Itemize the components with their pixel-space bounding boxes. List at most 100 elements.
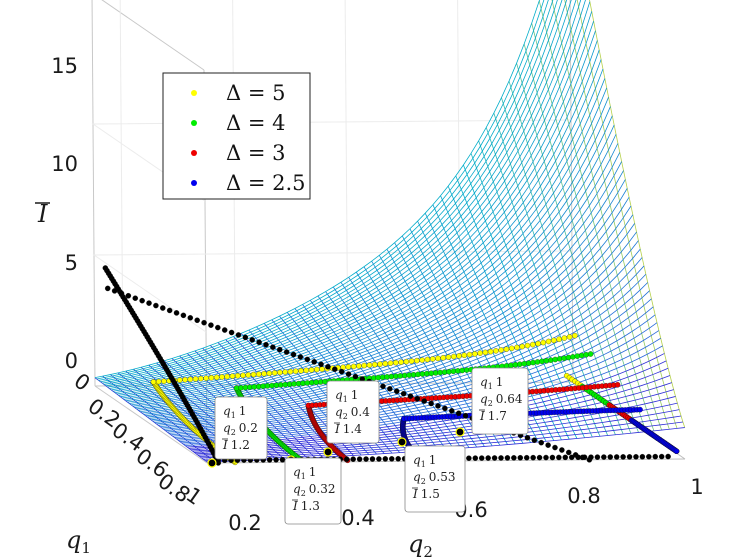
data-tip-row: q1 1 [293, 465, 316, 481]
legend-marker [191, 120, 197, 126]
delta-curve-1 [466, 351, 473, 358]
mesh-line [131, 87, 608, 406]
boundary-curve [639, 453, 646, 460]
boundary-curve [652, 453, 659, 460]
delta-curve-1 [150, 379, 157, 385]
mesh-line [201, 409, 680, 459]
boundary-curve [132, 295, 139, 301]
x-tick-label: 1 [690, 475, 703, 499]
boundary-curve [104, 285, 111, 292]
data-tip-row: q2 0.32 [293, 482, 336, 498]
boundary-curve [435, 403, 441, 409]
delta-curve-4 [637, 406, 643, 413]
boundary-curve [235, 332, 242, 338]
boundary-curve [504, 455, 511, 461]
boundary-curve [187, 315, 194, 321]
data-tip-row: q1 1 [413, 453, 436, 469]
boundary-curve [620, 454, 626, 460]
mesh-line [551, 0, 663, 431]
z-tick-label: 10 [51, 152, 78, 176]
boundary-curve [543, 454, 549, 461]
axes-box-edge [94, 385, 208, 464]
boundary-curve [517, 455, 524, 461]
mesh-line [127, 68, 604, 403]
data-tip-box [326, 380, 380, 444]
boundary-curve [350, 456, 356, 462]
boundary-curve [387, 386, 393, 392]
boundary-curve [498, 455, 504, 461]
data-tip: q1 1q2 0.64I 1.7 [455, 367, 529, 437]
boundary-curve [345, 371, 352, 377]
boundary-curve [400, 390, 407, 397]
delta-curve-1 [451, 353, 457, 360]
grid-line [344, 0, 349, 384]
delta-curve-1 [250, 371, 257, 378]
delta-curve-3 [614, 382, 621, 388]
boundary-curve [568, 454, 575, 461]
delta-curve-1 [361, 362, 367, 369]
data-tip-marker [455, 427, 465, 437]
boundary-curve [228, 329, 235, 336]
data-tip-row: q2 0.64 [480, 392, 523, 408]
data-tip-row: I 1.2 [222, 438, 250, 452]
data-tip-row: I 1.5 [412, 487, 440, 501]
boundary-curve [352, 373, 359, 380]
boundary-curve [166, 307, 173, 314]
boundary-curve [472, 455, 479, 461]
axes-box-edge [569, 0, 574, 383]
boundary-curve [613, 454, 620, 460]
boundary-curve [283, 349, 290, 355]
delta-curve-1 [429, 356, 436, 362]
delta-curve-1 [271, 370, 278, 376]
z-axis-label: I [37, 200, 48, 228]
boundary-curve [523, 454, 530, 461]
delta-curve-1 [208, 375, 215, 381]
mesh-line [190, 367, 669, 451]
boundary-curve [538, 439, 544, 446]
boundary-curve [173, 310, 180, 316]
data-tip-box [404, 445, 466, 513]
delta-curve-1 [514, 344, 520, 351]
mesh-line [121, 40, 598, 399]
boundary-curve [556, 454, 562, 461]
boundary-curve [242, 334, 249, 341]
mesh-line [123, 49, 600, 400]
mesh-line [125, 59, 602, 402]
delta-curve-1 [224, 373, 230, 380]
boundary-curve [559, 447, 565, 453]
y-axis-label: q1 [66, 526, 91, 557]
boundary-curve [146, 300, 152, 306]
delta-curve-1 [298, 368, 304, 374]
boundary-curve [414, 395, 421, 402]
legend-label: Δ = 2.5 [226, 171, 306, 195]
boundary-curve [449, 408, 455, 414]
delta-curve-1 [519, 343, 525, 350]
boundary-curve [511, 455, 517, 461]
x-tick-label: 0.8 [567, 484, 600, 508]
boundary-curve [646, 453, 652, 460]
boundary-curve [389, 456, 395, 462]
delta-curve-1 [213, 374, 220, 381]
mesh-line [132, 97, 609, 407]
delta-curve-1 [414, 357, 420, 364]
delta-curve-1 [229, 373, 236, 379]
mesh-line [96, 0, 545, 380]
boundary-curve [369, 456, 376, 462]
boundary-curve [304, 356, 311, 363]
delta-curve-1 [493, 348, 499, 354]
boundary-curve [139, 297, 145, 304]
boundary-curve [466, 455, 472, 461]
z-axis-label-text: I [37, 200, 48, 228]
boundary-curve [566, 449, 572, 456]
delta-curve-1 [419, 357, 425, 363]
data-tip-row: I 1.7 [479, 409, 507, 423]
x-tick-label: 0.4 [341, 506, 374, 530]
delta-curve-1 [266, 370, 273, 377]
delta-curve-1 [292, 368, 299, 374]
delta-curve-1 [440, 355, 446, 361]
mesh-line [197, 396, 676, 456]
legend: Δ = 5 Δ = 4 Δ = 3 Δ = 2.5 [162, 72, 311, 200]
delta-curve-1 [545, 338, 552, 345]
legend-marker [191, 180, 197, 186]
